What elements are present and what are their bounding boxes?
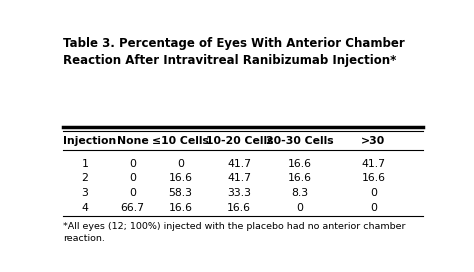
Text: 33.3: 33.3 [227, 188, 251, 198]
Text: 16.6: 16.6 [288, 159, 312, 169]
Text: 0: 0 [296, 203, 303, 212]
Text: 16.6: 16.6 [168, 203, 192, 212]
Text: 2: 2 [82, 173, 89, 183]
Text: 4: 4 [82, 203, 89, 212]
Text: >30: >30 [361, 135, 385, 146]
Text: 16.6: 16.6 [168, 173, 192, 183]
Text: 66.7: 66.7 [121, 203, 145, 212]
Text: 41.7: 41.7 [227, 159, 251, 169]
Text: ≤10 Cells: ≤10 Cells [152, 135, 209, 146]
Text: 0: 0 [177, 159, 184, 169]
Text: 3: 3 [82, 188, 89, 198]
Text: 0: 0 [370, 188, 377, 198]
Text: Injection: Injection [63, 135, 116, 146]
Text: 41.7: 41.7 [361, 159, 385, 169]
Text: 1: 1 [82, 159, 89, 169]
Text: 16.6: 16.6 [288, 173, 312, 183]
Text: 0: 0 [129, 173, 136, 183]
Text: 0: 0 [129, 159, 136, 169]
Text: 16.6: 16.6 [227, 203, 251, 212]
Text: Table 3. Percentage of Eyes With Anterior Chamber
Reaction After Intravitreal Ra: Table 3. Percentage of Eyes With Anterio… [63, 37, 405, 67]
Text: 0: 0 [129, 188, 136, 198]
Text: 10-20 Cells: 10-20 Cells [206, 135, 273, 146]
Text: None: None [117, 135, 148, 146]
Text: *All eyes (12; 100%) injected with the placebo had no anterior chamber
reaction.: *All eyes (12; 100%) injected with the p… [63, 222, 405, 243]
Text: 0: 0 [370, 203, 377, 212]
Text: 20-30 Cells: 20-30 Cells [266, 135, 334, 146]
Text: 16.6: 16.6 [361, 173, 385, 183]
Text: 8.3: 8.3 [292, 188, 309, 198]
Text: 58.3: 58.3 [168, 188, 192, 198]
Text: 41.7: 41.7 [227, 173, 251, 183]
